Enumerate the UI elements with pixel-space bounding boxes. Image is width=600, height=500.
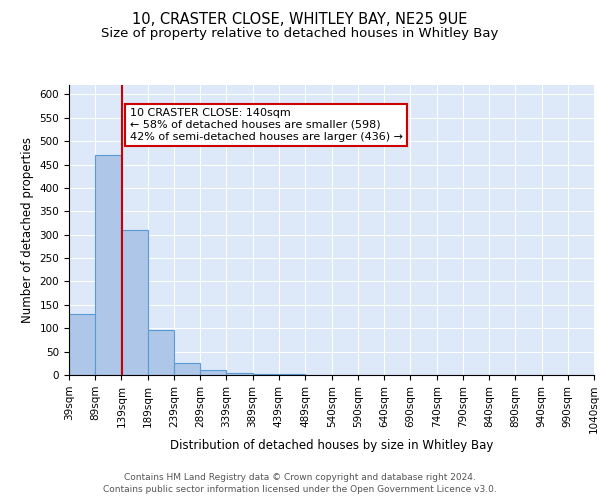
Bar: [200, 370, 226, 375]
Bar: [95, 155, 121, 375]
Bar: [279, 374, 305, 375]
Bar: [253, 374, 279, 375]
Text: 10, CRASTER CLOSE, WHITLEY BAY, NE25 9UE: 10, CRASTER CLOSE, WHITLEY BAY, NE25 9UE: [133, 12, 467, 28]
Bar: [69, 314, 95, 375]
Text: Size of property relative to detached houses in Whitley Bay: Size of property relative to detached ho…: [101, 28, 499, 40]
Bar: [174, 364, 200, 375]
Bar: [148, 330, 174, 375]
Y-axis label: Number of detached properties: Number of detached properties: [21, 137, 34, 323]
Text: Contains HM Land Registry data © Crown copyright and database right 2024.
Contai: Contains HM Land Registry data © Crown c…: [103, 473, 497, 494]
Text: 10 CRASTER CLOSE: 140sqm
← 58% of detached houses are smaller (598)
42% of semi-: 10 CRASTER CLOSE: 140sqm ← 58% of detach…: [130, 108, 403, 142]
Bar: [121, 230, 148, 375]
Bar: [226, 372, 253, 375]
X-axis label: Distribution of detached houses by size in Whitley Bay: Distribution of detached houses by size …: [170, 439, 493, 452]
